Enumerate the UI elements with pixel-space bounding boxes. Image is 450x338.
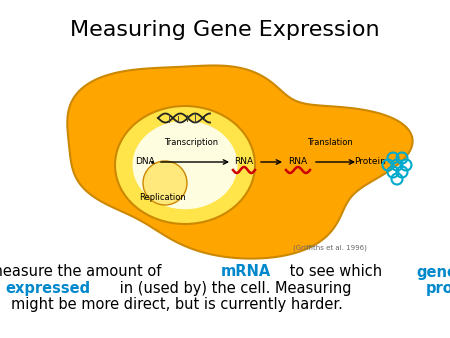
Text: to see which: to see which xyxy=(285,265,387,280)
Text: RNA: RNA xyxy=(234,158,253,167)
Text: Protein: Protein xyxy=(354,158,386,167)
Text: protein: protein xyxy=(426,281,450,295)
Polygon shape xyxy=(68,66,413,259)
Text: in (used by) the cell. Measuring: in (used by) the cell. Measuring xyxy=(115,281,356,295)
Text: Replication: Replication xyxy=(140,193,186,201)
Text: DNA: DNA xyxy=(135,158,155,167)
Text: Transcription: Transcription xyxy=(164,138,218,147)
Circle shape xyxy=(143,161,187,205)
Text: expressed: expressed xyxy=(5,281,90,295)
Text: genes: genes xyxy=(416,265,450,280)
Text: mRNA: mRNA xyxy=(220,265,270,280)
Text: Translation: Translation xyxy=(307,138,353,147)
Ellipse shape xyxy=(132,121,238,209)
Ellipse shape xyxy=(115,106,255,224)
Text: : measure the amount of: : measure the amount of xyxy=(0,265,166,280)
Text: (Griffiths et al. 1996): (Griffiths et al. 1996) xyxy=(293,245,367,251)
Text: might be more direct, but is currently harder.: might be more direct, but is currently h… xyxy=(11,296,343,312)
Text: RNA: RNA xyxy=(288,158,307,167)
Text: Measuring Gene Expression: Measuring Gene Expression xyxy=(70,20,380,40)
